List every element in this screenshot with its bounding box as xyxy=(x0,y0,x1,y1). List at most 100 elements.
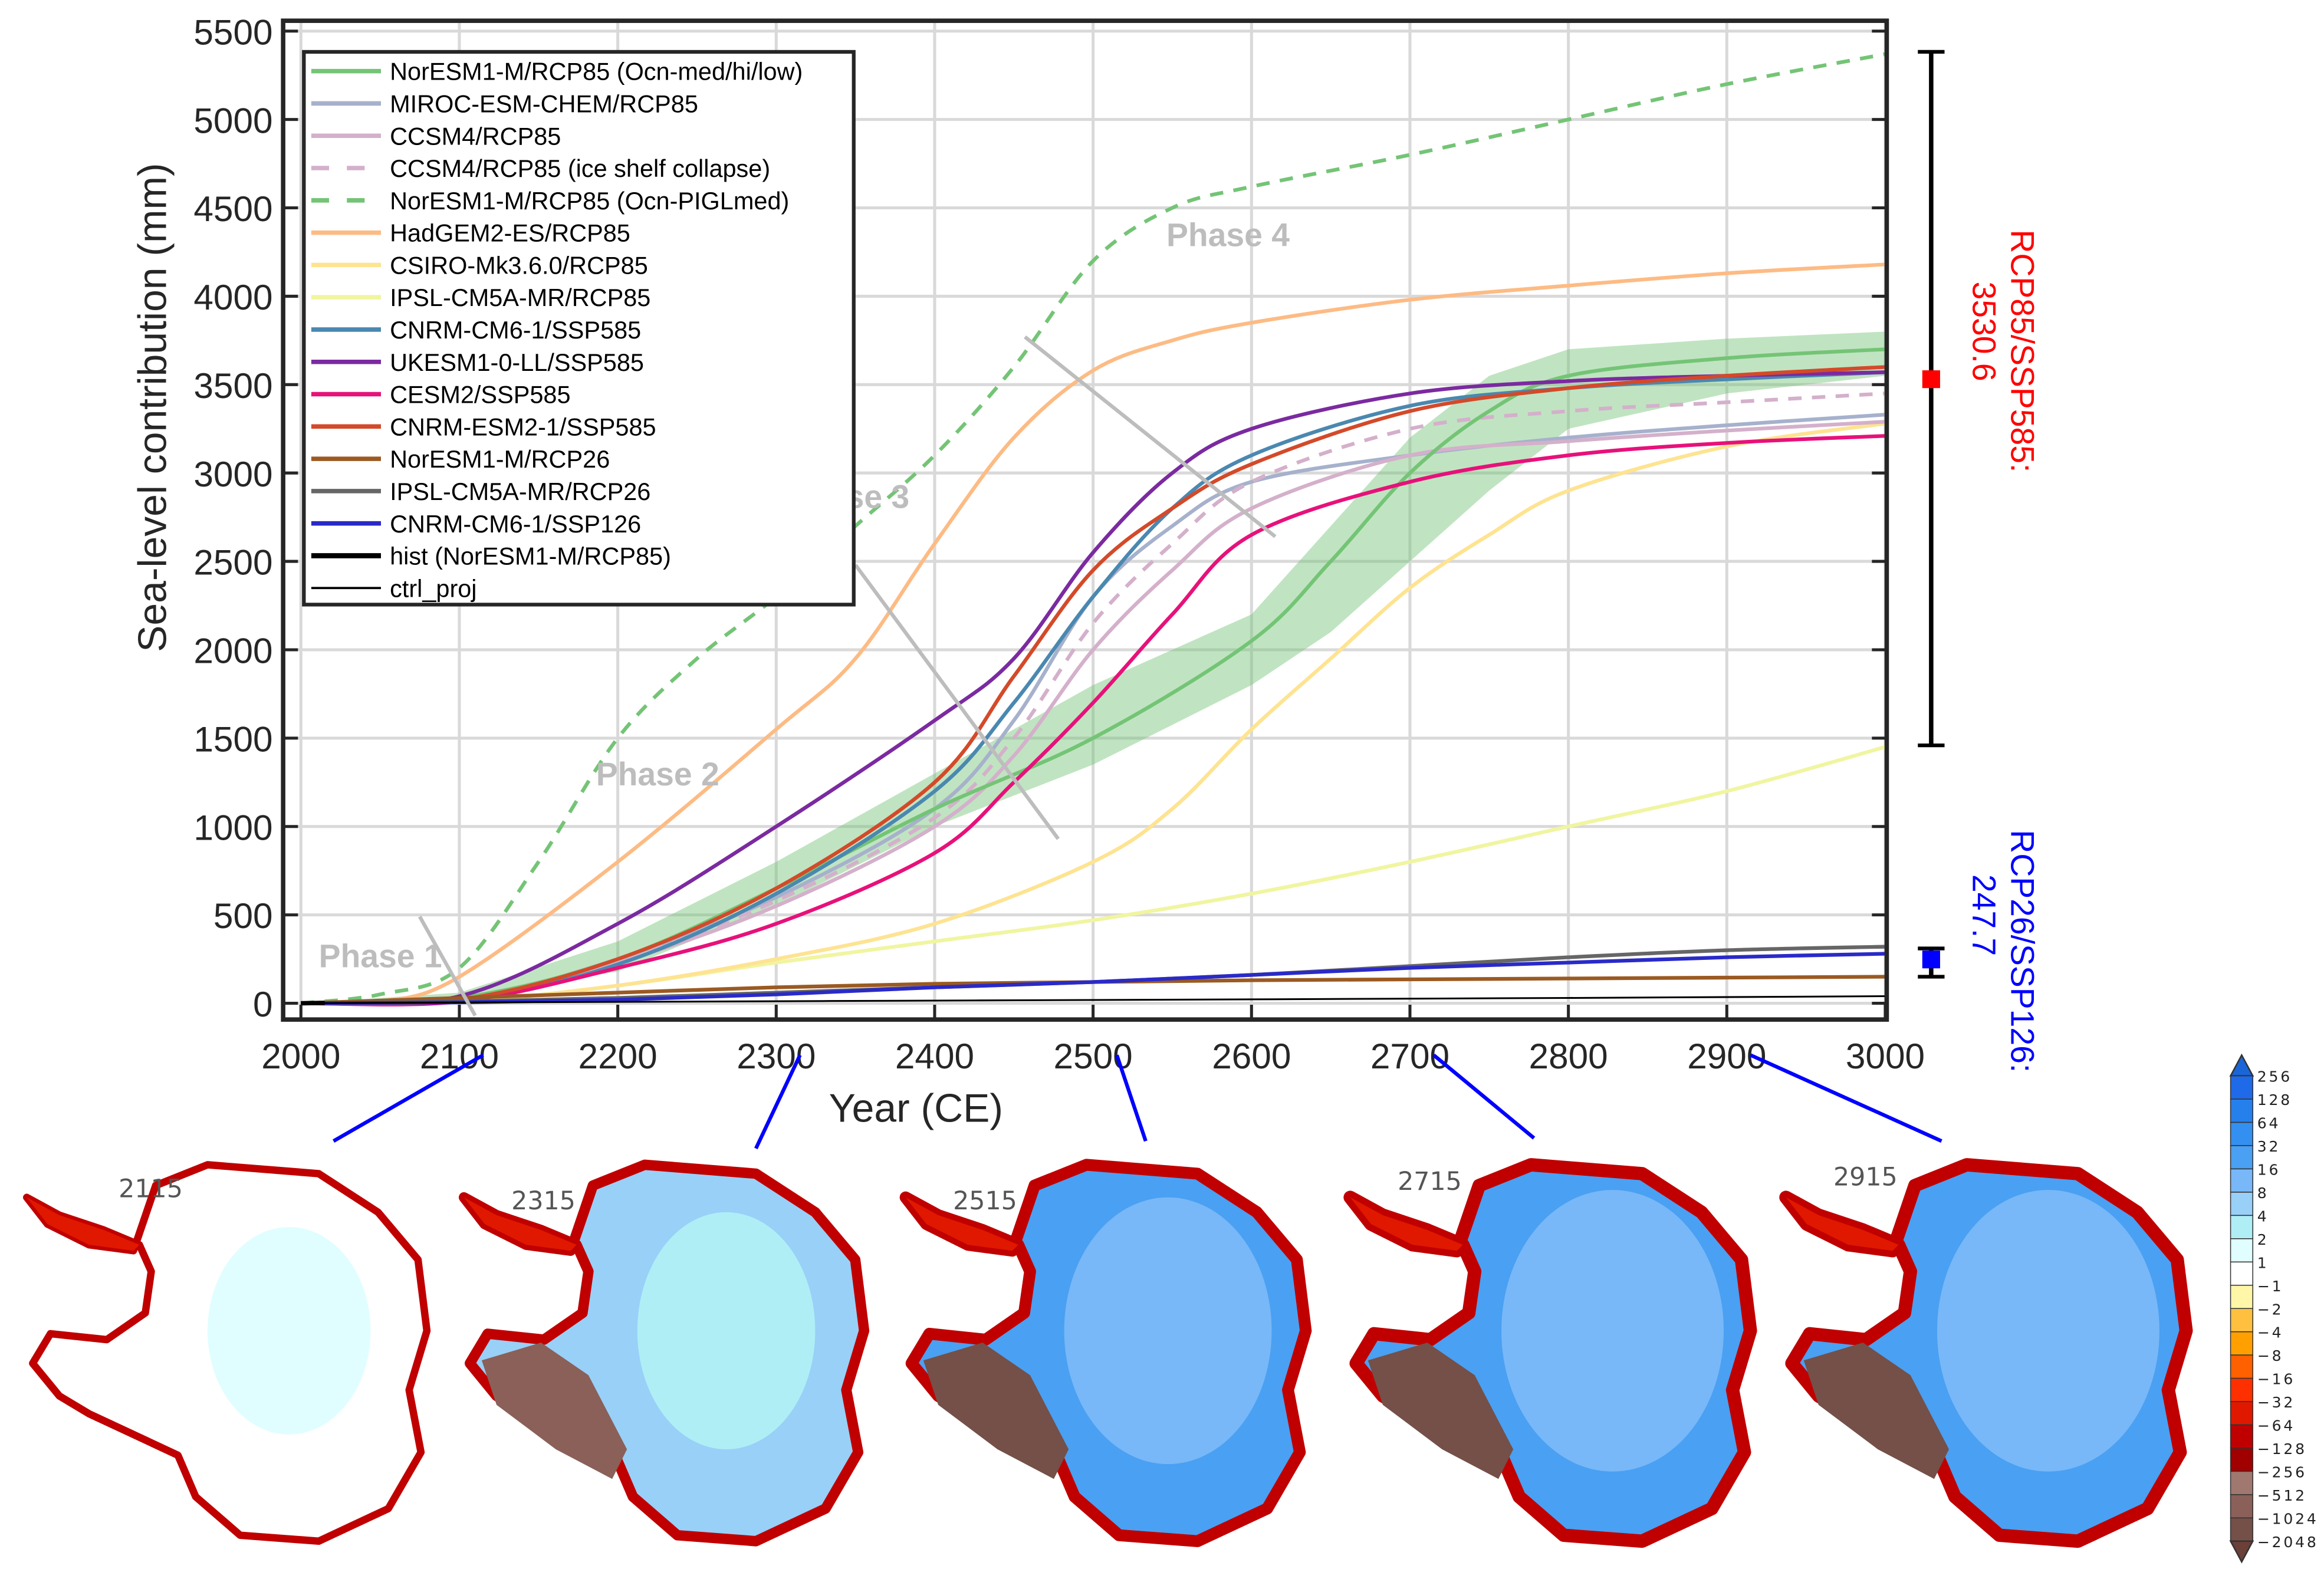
colorbar-bin xyxy=(2230,1075,2254,1100)
colorbar-tick-label: 2 xyxy=(2257,1231,2269,1248)
peninsula-thinning xyxy=(464,1197,577,1251)
legend-entry-label: IPSL-CM5A-MR/RCP26 xyxy=(390,478,650,505)
colorbar-tick-label: −256 xyxy=(2257,1463,2307,1481)
colorbar-over-triangle xyxy=(2229,1053,2254,1077)
colorbar-tick-label: 64 xyxy=(2257,1115,2281,1132)
colorbar-bin xyxy=(2230,1145,2254,1170)
legend-entry-label: MIROC-ESM-CHEM/RCP85 xyxy=(390,90,698,118)
phase-label-2: Phase 2 xyxy=(596,756,719,792)
map-2915: 2915 xyxy=(1779,1158,2193,1548)
x-tick-label: 2300 xyxy=(737,1036,816,1076)
y-tick-label: 5500 xyxy=(193,12,272,52)
y-tick-label: 4000 xyxy=(193,277,272,317)
colorbar-bin xyxy=(2230,1285,2254,1309)
map-2115: 2115 xyxy=(23,1161,431,1545)
colorbar-tick-label: −4 xyxy=(2257,1324,2284,1341)
map-year-label: 2515 xyxy=(953,1186,1017,1216)
colorbar: 256 128 64 32 16 8 4 2 1 −1 −2 −4 −8 −16 −32 −64 −128 −25… xyxy=(2229,1053,2319,1564)
range-bars: RCP85/SSP585:3530.6 RCP26/SSP126:247.7 xyxy=(1918,50,2041,1073)
colorbar-under-triangle xyxy=(2229,1540,2254,1564)
map-year-label: 2915 xyxy=(1833,1163,1898,1192)
colorbar-tick-label: −1 xyxy=(2257,1278,2284,1295)
map-year-label: 2115 xyxy=(119,1175,183,1204)
colorbar-bin xyxy=(2230,1448,2254,1472)
legend-entry-label: CESM2/SSP585 xyxy=(390,381,570,409)
series-lines xyxy=(300,52,1886,1006)
legend-entry-label: ctrl_proj xyxy=(390,574,476,602)
colorbar-bin xyxy=(2230,1471,2254,1495)
legend-entry-label: NorESM1-M/RCP85 (Ocn-PIGLmed) xyxy=(390,187,789,215)
range-mean-marker xyxy=(1922,370,1940,389)
colorbar-tick-label: −16 xyxy=(2257,1371,2295,1388)
colorbar-bin xyxy=(2230,1261,2254,1286)
colorbar-tick-label: −2 xyxy=(2257,1301,2284,1318)
colorbar-bin xyxy=(2230,1121,2254,1146)
peninsula-thinning xyxy=(905,1197,1018,1251)
colorbar-bin xyxy=(2230,1192,2254,1216)
colorbar-tick-label: −64 xyxy=(2257,1417,2295,1435)
series-line-14 xyxy=(301,952,1886,1005)
interior-thickening xyxy=(1064,1197,1272,1465)
peninsula-thinning xyxy=(27,1197,140,1251)
legend-box xyxy=(302,50,856,607)
interior-thickening xyxy=(1501,1190,1724,1472)
map-connector-line xyxy=(1432,1054,1536,1140)
west-antarctic-thinning xyxy=(481,1343,627,1479)
y-tick-label: 3500 xyxy=(193,366,272,406)
colorbar-bin xyxy=(2230,1331,2254,1356)
west-antarctic-thinning xyxy=(1368,1343,1514,1479)
peninsula-thinning xyxy=(1786,1197,1899,1251)
legend-entry-label: CSIRO-Mk3.6.0/RCP85 xyxy=(390,251,648,279)
axes: 2000 2100 2200 2300 2400 2500 2600 2700 2800 2900… xyxy=(131,12,1925,1130)
colorbar-tick-label: 128 xyxy=(2257,1091,2292,1109)
y-tick-label: 1500 xyxy=(193,719,272,759)
range-value: 3530.6 xyxy=(1965,282,2002,381)
legend-entry-label: CCSM4/RCP85 xyxy=(390,122,561,150)
colorbar-tick-label: −512 xyxy=(2257,1487,2307,1504)
y-tick-label: 2500 xyxy=(193,542,272,583)
y-tick-label: 500 xyxy=(213,896,273,936)
legend-entry-label: UKESM1-0-LL/SSP585 xyxy=(390,348,644,376)
series-line-4 xyxy=(300,52,1886,1005)
legend-entry-label: CCSM4/RCP85 (ice shelf collapse) xyxy=(390,154,770,182)
peninsula-thinning xyxy=(1350,1197,1463,1251)
x-tick-label: 2000 xyxy=(261,1036,340,1076)
legend-entry-label: NorESM1-M/RCP26 xyxy=(390,445,610,473)
y-tick-label: 4500 xyxy=(193,189,272,229)
west-antarctic-thinning xyxy=(923,1343,1069,1479)
y-tick-label: 3000 xyxy=(193,454,272,494)
colorbar-tick-label: 256 xyxy=(2257,1068,2292,1086)
map-connector-line xyxy=(754,1054,802,1150)
map-connector-line xyxy=(1750,1053,1942,1143)
colorbar-tick-label: −1024 xyxy=(2257,1510,2319,1527)
interior-thickening xyxy=(637,1212,816,1449)
legend-entry-label: NorESM1-M/RCP85 (Ocn-med/hi/low) xyxy=(390,58,803,85)
x-tick-label: 2500 xyxy=(1054,1036,1133,1076)
map-2715: 2715 xyxy=(1343,1158,1757,1548)
range-label: RCP26/SSP126: xyxy=(2004,830,2041,1073)
colorbar-tick-label: 8 xyxy=(2257,1185,2269,1202)
west-antarctic-thinning xyxy=(1803,1343,1950,1479)
colorbar-bin xyxy=(2230,1354,2254,1379)
antarctica-maps: 2115 2315 2515 2715 2915 xyxy=(23,1053,2193,1548)
colorbar-tick-label: 1 xyxy=(2257,1254,2269,1271)
colorbar-tick-label: 16 xyxy=(2257,1162,2281,1179)
phase-label-1: Phase 1 xyxy=(319,938,442,975)
x-axis-label: Year (CE) xyxy=(829,1087,1003,1131)
x-tick-label: 2600 xyxy=(1212,1036,1291,1076)
y-tick-label: 5000 xyxy=(193,100,272,140)
y-axis-label: Sea-level contribution (mm) xyxy=(131,163,175,652)
colorbar-bin xyxy=(2230,1308,2254,1333)
x-tick-label: 3000 xyxy=(1846,1036,1925,1076)
y-tick-label: 0 xyxy=(253,984,273,1024)
map-2515: 2515 xyxy=(899,1159,1312,1547)
colorbar-tick-label: −128 xyxy=(2257,1440,2307,1458)
map-year-label: 2715 xyxy=(1398,1167,1462,1196)
colorbar-bin xyxy=(2230,1238,2254,1263)
x-tick-label: 2800 xyxy=(1529,1036,1608,1076)
colorbar-bin xyxy=(2230,1494,2254,1519)
phase-divider-line xyxy=(418,916,477,1017)
axes-box xyxy=(281,18,1889,1022)
legend-entry-label: CNRM-ESM2-1/SSP585 xyxy=(390,413,656,440)
